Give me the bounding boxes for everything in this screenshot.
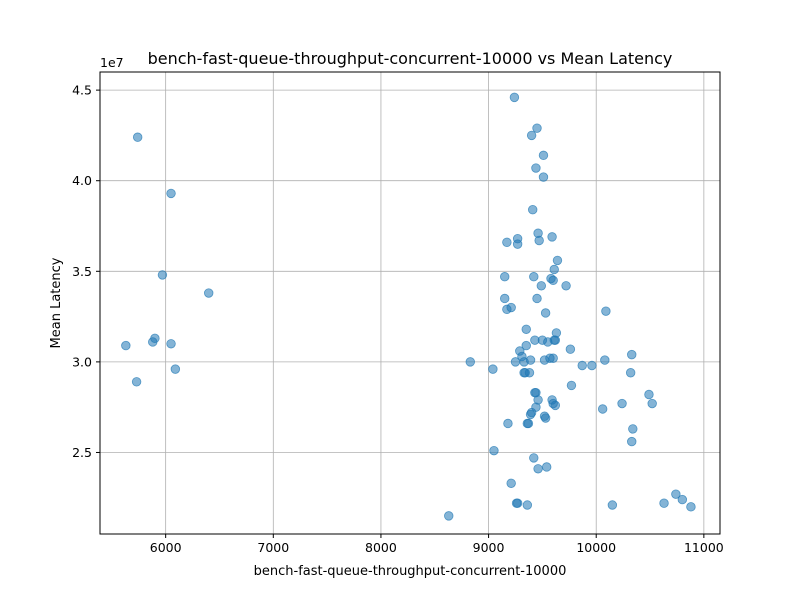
scatter-point xyxy=(542,462,552,472)
x-axis-label: bench-fast-queue-throughput-concurrent-1… xyxy=(254,564,567,579)
scatter-point xyxy=(533,464,543,474)
scatter-point xyxy=(526,130,537,141)
scatter-point xyxy=(536,281,547,291)
y-tick-label: 2.5 xyxy=(72,445,92,460)
scatter-point xyxy=(549,264,559,275)
scatter-point xyxy=(677,494,688,505)
x-tick-label: 8000 xyxy=(365,540,397,555)
scatter-point xyxy=(607,500,618,510)
scatter-point xyxy=(131,377,142,387)
scatter-point xyxy=(627,349,637,360)
y-tick-label: 3.0 xyxy=(72,354,92,369)
scatter-point xyxy=(644,389,654,400)
scatter-point xyxy=(521,324,531,334)
scatter-point xyxy=(524,368,535,378)
scatter-point xyxy=(625,368,636,378)
scatter-point xyxy=(671,489,681,499)
scatter-point xyxy=(132,132,143,142)
x-tick-label: 11000 xyxy=(684,540,724,555)
scatter-point xyxy=(525,355,536,365)
scatter-point xyxy=(548,353,558,363)
scatter-point xyxy=(489,445,499,456)
x-tick-label: 10000 xyxy=(576,540,616,555)
scatter-point xyxy=(565,344,576,354)
scatter-point xyxy=(627,436,637,447)
chart-title: bench-fast-queue-throughput-concurrent-1… xyxy=(148,49,673,68)
scatter-point xyxy=(150,333,160,344)
scatter-point xyxy=(686,502,696,512)
scatter-point xyxy=(500,272,510,282)
scatter-point xyxy=(617,398,627,409)
scatter-point xyxy=(465,357,475,367)
scatter-point xyxy=(204,288,214,298)
data-points xyxy=(121,92,696,521)
scatter-point xyxy=(540,413,551,423)
x-tick-label: 9000 xyxy=(473,540,505,555)
scatter-point xyxy=(521,340,531,351)
scatter-point xyxy=(647,398,657,409)
scatter-point xyxy=(500,293,510,304)
scatter-point xyxy=(538,172,549,182)
scatter-point xyxy=(628,424,638,434)
scatter-point xyxy=(532,293,542,304)
scatter-point xyxy=(601,306,611,316)
scatter-point xyxy=(538,150,549,161)
plot-area-frame xyxy=(99,71,721,535)
scatter-point xyxy=(547,232,557,242)
scatter-point xyxy=(444,511,454,521)
scatter-point xyxy=(533,395,543,405)
scatter-point xyxy=(531,163,541,173)
scatter-point xyxy=(552,255,563,266)
scatter-point xyxy=(157,270,168,280)
scatter-point xyxy=(166,188,176,199)
scatter-point xyxy=(121,340,131,351)
scatter-point xyxy=(529,272,539,282)
x-tick-label: 6000 xyxy=(150,540,182,555)
x-tick-label: 7000 xyxy=(257,540,289,555)
scatter-point xyxy=(166,339,176,349)
scatter-point xyxy=(587,360,597,371)
scatter-point xyxy=(548,275,558,286)
axis-ticks: 6000 7000 8000 9000 10000 11000 2.5 3.0 3.5 4.0 4.… xyxy=(72,83,724,555)
scatter-point xyxy=(506,302,516,313)
scatter-point xyxy=(566,380,577,391)
scatter-point xyxy=(512,498,523,508)
scatter-point xyxy=(512,239,523,249)
scatter-point xyxy=(550,400,561,411)
y-tick-label: 4.0 xyxy=(72,173,92,188)
y-axis-label: Mean Latency xyxy=(49,257,64,348)
y-axis-offset-label: 1e7 xyxy=(100,55,124,70)
scatter-point xyxy=(597,404,608,414)
scatter-point xyxy=(503,418,513,429)
scatter-point xyxy=(529,453,539,463)
scatter-point xyxy=(600,355,610,365)
scatter-point xyxy=(488,364,498,374)
scatter-point xyxy=(170,364,181,374)
scatter-point xyxy=(532,123,542,133)
scatter-point xyxy=(551,328,562,338)
scatter-point xyxy=(659,498,669,508)
y-tick-label: 4.5 xyxy=(72,83,92,98)
scatter-point xyxy=(577,360,587,371)
scatter-point xyxy=(528,204,538,215)
scatter-point xyxy=(522,500,533,510)
scatter-point xyxy=(540,308,551,318)
scatter-point xyxy=(523,418,534,429)
scatter-point xyxy=(561,281,571,291)
y-tick-label: 3.5 xyxy=(72,264,92,279)
scatter-point xyxy=(509,92,520,103)
scatter-point xyxy=(502,237,512,248)
scatter-point xyxy=(534,235,544,246)
scatter-point xyxy=(506,478,516,488)
grid xyxy=(100,72,720,534)
